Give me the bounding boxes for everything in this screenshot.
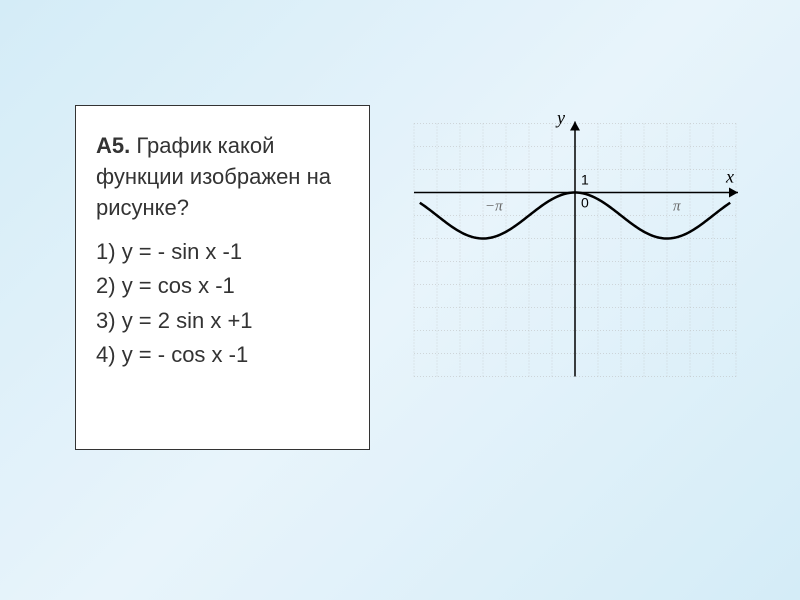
answer-3: 3) у = 2 sin x +1 xyxy=(96,304,349,338)
question-text: График какой функции изображен на рисунк… xyxy=(96,133,331,220)
svg-text:1: 1 xyxy=(581,172,589,188)
question-box: А5. График какой функции изображен на ри… xyxy=(75,105,370,450)
question-number: А5. xyxy=(96,133,130,158)
answer-1: 1) у = - sin x -1 xyxy=(96,235,349,269)
answer-2: 2) у = cos x -1 xyxy=(96,269,349,303)
svg-text:−π: −π xyxy=(485,199,503,215)
svg-text:0: 0 xyxy=(581,195,589,211)
svg-text:у: у xyxy=(555,115,565,128)
chart-svg: у x 0 1 −π π xyxy=(410,115,740,385)
answer-4: 4) у = - cos x -1 xyxy=(96,338,349,372)
function-chart: у x 0 1 −π π xyxy=(410,115,740,385)
svg-text:x: x xyxy=(725,167,734,187)
question-title: А5. График какой функции изображен на ри… xyxy=(96,131,349,223)
svg-text:π: π xyxy=(673,199,681,215)
